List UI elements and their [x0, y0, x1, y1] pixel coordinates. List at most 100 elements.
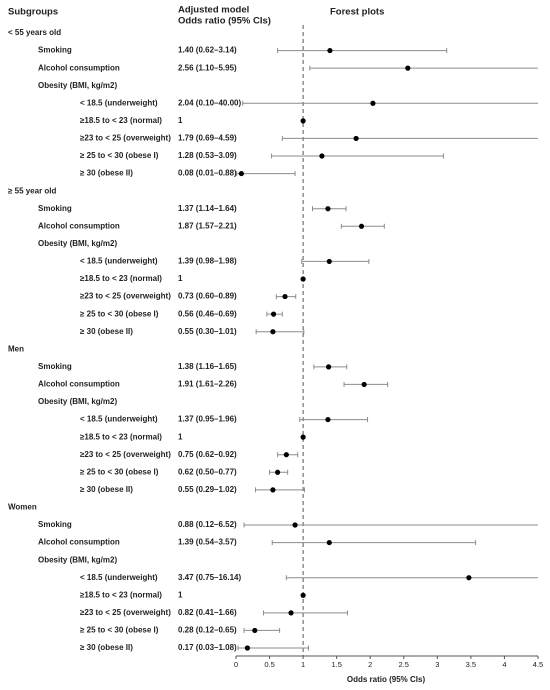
- point-estimate: [300, 118, 306, 124]
- estimate-label: 2.56 (1.10–5.95): [178, 63, 237, 72]
- row-label: ≥23 to < 25 (overweight): [80, 450, 171, 459]
- column-header: Adjusted model: [178, 5, 249, 16]
- estimate-label: 0.62 (0.50–0.77): [178, 467, 237, 476]
- row-label: Obesity (BMI, kg/m2): [38, 81, 117, 90]
- row-label: Obesity (BMI, kg/m2): [38, 555, 117, 564]
- x-axis-title: Odds ratio (95% CIs): [347, 675, 426, 684]
- row-label: ≥ 25 to < 30 (obese I): [80, 309, 159, 318]
- point-estimate: [327, 47, 333, 54]
- point-estimate: [282, 293, 288, 300]
- point-estimate: [275, 469, 281, 475]
- estimate-label: 1.39 (0.54–3.57): [178, 538, 237, 547]
- point-estimate: [466, 575, 472, 581]
- x-tick-label: 3.5: [466, 660, 476, 669]
- row-label: ≥ 30 (obese II): [80, 643, 133, 652]
- row-label: Alcohol consumption: [38, 221, 120, 230]
- point-estimate: [319, 153, 325, 159]
- point-estimate: [283, 452, 289, 458]
- row-label: ≥ 30 (obese II): [80, 485, 133, 494]
- point-estimate: [300, 434, 306, 440]
- row-label: Obesity (BMI, kg/m2): [38, 397, 117, 406]
- point-estimate: [353, 135, 359, 142]
- estimate-label: 1.79 (0.69–4.59): [178, 134, 237, 143]
- point-estimate: [252, 627, 258, 634]
- estimate-label: 0.28 (0.12–0.65): [178, 626, 237, 635]
- point-estimate: [361, 381, 367, 388]
- point-estimate: [300, 276, 306, 282]
- estimate-label: 1.28 (0.53–3.09): [178, 151, 237, 160]
- x-tick-label: 0.5: [264, 660, 274, 669]
- estimate-label: 3.47 (0.75–16.14): [178, 573, 241, 582]
- point-estimate: [325, 206, 331, 212]
- point-estimate: [238, 170, 244, 177]
- row-label: Alcohol consumption: [38, 538, 120, 547]
- row-label: ≥18.5 to < 23 (normal): [80, 590, 162, 599]
- estimate-label: 1.39 (0.98–1.98): [178, 257, 237, 266]
- row-label: Smoking: [38, 46, 72, 55]
- estimate-label: 1.87 (1.57–2.21): [178, 221, 237, 230]
- point-estimate: [370, 100, 376, 106]
- row-label: ≥18.5 to < 23 (normal): [80, 274, 162, 283]
- x-tick-label: 0: [234, 660, 238, 669]
- x-tick-label: 4.5: [533, 660, 543, 669]
- plot-area: [236, 47, 538, 651]
- x-tick-label: 2.5: [399, 660, 409, 669]
- row-label: < 18.5 (underweight): [80, 98, 158, 107]
- estimate-label: 1: [178, 590, 183, 599]
- estimate-label: 1: [178, 432, 183, 441]
- column-header: Forest plots: [330, 7, 384, 18]
- estimate-label: 1: [178, 274, 183, 283]
- point-estimate: [326, 258, 332, 265]
- point-estimate: [292, 522, 298, 528]
- estimate-label: 1.37 (1.14–1.64): [178, 204, 237, 213]
- estimate-label: 0.55 (0.30–1.01): [178, 327, 237, 336]
- estimate-label: 0.17 (0.03–1.08): [178, 643, 237, 652]
- row-label: < 18.5 (underweight): [80, 415, 158, 424]
- estimate-label: 0.73 (0.60–0.89): [178, 292, 237, 301]
- row-label: ≥23 to < 25 (overweight): [80, 608, 171, 617]
- estimate-label: 1.40 (0.62–3.14): [178, 46, 237, 55]
- point-estimate: [244, 645, 251, 651]
- point-estimate: [326, 539, 332, 546]
- row-label: Men: [8, 344, 24, 353]
- estimate-label: 0.55 (0.29–1.02): [178, 485, 237, 494]
- column-header: Odds ratio (95% CIs): [178, 16, 271, 27]
- x-tick-label: 1.5: [331, 660, 341, 669]
- estimate-label: 0.82 (0.41–1.66): [178, 608, 237, 617]
- row-label: Obesity (BMI, kg/m2): [38, 239, 117, 248]
- estimate-label: 1.38 (1.16–1.65): [178, 362, 237, 371]
- row-label: < 18.5 (underweight): [80, 257, 158, 266]
- estimate-label: 0.08 (0.01–0.88): [178, 169, 237, 178]
- row-label: ≥18.5 to < 23 (normal): [80, 432, 162, 441]
- point-estimate: [300, 592, 306, 598]
- point-estimate: [270, 311, 277, 317]
- estimate-label: 2.04 (0.10–40.00): [178, 98, 241, 107]
- point-estimate: [325, 416, 331, 423]
- row-label: Alcohol consumption: [38, 380, 120, 389]
- row-label: Smoking: [38, 520, 72, 529]
- row-label: ≥ 55 year old: [8, 186, 57, 195]
- row-label: ≥ 25 to < 30 (obese I): [80, 467, 159, 476]
- row-label: ≥ 30 (obese II): [80, 327, 133, 336]
- estimate-label: 1: [178, 116, 183, 125]
- row-label: ≥ 25 to < 30 (obese I): [80, 151, 159, 160]
- x-tick-label: 1: [301, 660, 305, 669]
- x-tick-label: 4: [502, 660, 506, 669]
- point-estimate: [326, 364, 332, 370]
- estimate-label: 0.56 (0.46–0.69): [178, 309, 237, 318]
- row-label: ≥ 30 (obese II): [80, 169, 133, 178]
- row-label: ≥18.5 to < 23 (normal): [80, 116, 162, 125]
- point-estimate: [270, 329, 276, 335]
- row-label: Smoking: [38, 362, 72, 371]
- column-header: Subgroups: [8, 7, 58, 18]
- estimate-label: 1.37 (0.95–1.96): [178, 415, 237, 424]
- row-label: ≥ 25 to < 30 (obese I): [80, 626, 159, 635]
- row-label: Women: [8, 503, 37, 512]
- x-tick-label: 2: [368, 660, 372, 669]
- row-label: < 55 years old: [8, 28, 61, 37]
- x-tick-label: 3: [435, 660, 439, 669]
- point-estimate: [288, 610, 294, 616]
- row-label: ≥23 to < 25 (overweight): [80, 134, 171, 143]
- estimate-label: 1.91 (1.61–2.26): [178, 380, 237, 389]
